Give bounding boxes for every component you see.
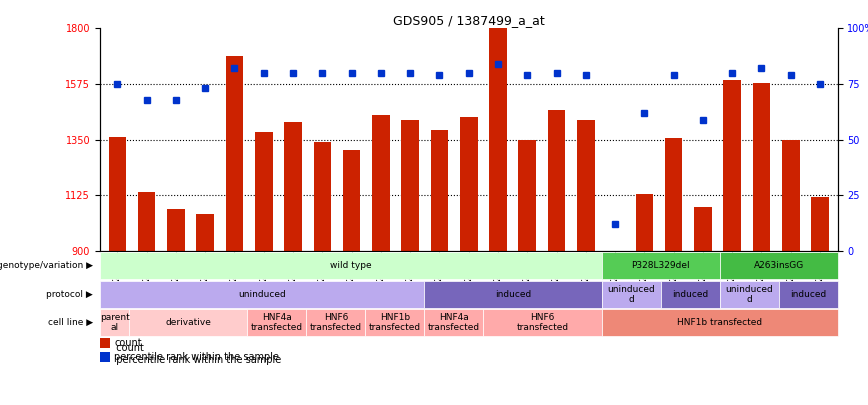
Text: HNF1b
transfected: HNF1b transfected [369,313,421,332]
Bar [720,252,838,279]
Text: HNF6
transfected: HNF6 transfected [516,313,569,332]
Bar [635,194,653,251]
Bar [483,309,602,336]
Bar [424,309,483,336]
Text: derivative: derivative [166,318,211,327]
Bar [720,281,779,308]
Bar [460,117,477,251]
Text: A263insGG: A263insGG [753,261,804,271]
Text: P328L329del: P328L329del [631,261,690,271]
Text: induced: induced [790,290,826,299]
Text: HNF4a
transfected: HNF4a transfected [428,313,480,332]
Bar [490,28,507,251]
Text: uninduced
d: uninduced d [607,285,655,304]
Bar [431,130,448,251]
Bar [723,80,741,251]
Bar [108,137,126,251]
Text: HNF1b transfected: HNF1b transfected [677,318,762,327]
Bar [779,281,838,308]
Text: parent
al: parent al [100,313,129,332]
Text: percentile rank within the sample: percentile rank within the sample [115,352,279,362]
Bar [129,309,247,336]
Bar [365,309,424,336]
Bar [100,252,602,279]
Text: protocol ▶: protocol ▶ [46,290,93,299]
Bar [665,139,682,251]
Bar [661,281,720,308]
Bar [168,209,185,251]
Bar [196,214,214,251]
Bar [602,252,720,279]
Text: HNF4a
transfected: HNF4a transfected [251,313,303,332]
Bar [694,207,712,251]
Bar [306,309,365,336]
Bar [812,197,829,251]
Bar [255,132,273,251]
Text: induced: induced [495,290,531,299]
Bar [343,149,360,251]
Text: uninduced
d: uninduced d [725,285,773,304]
Text: count: count [110,343,144,353]
Text: cell line ▶: cell line ▶ [48,318,93,327]
Bar [602,309,838,336]
Text: genotype/variation ▶: genotype/variation ▶ [0,261,93,271]
Bar [100,352,110,362]
Bar [138,192,155,251]
Text: percentile rank within the sample: percentile rank within the sample [110,356,281,365]
Bar [284,122,302,251]
Bar [602,281,661,308]
Bar [313,142,331,251]
Bar [100,281,424,308]
Text: count: count [115,338,141,348]
Bar [577,120,595,251]
Text: wild type: wild type [330,261,372,271]
Bar [372,115,390,251]
Bar [100,338,110,348]
Bar [424,281,602,308]
Text: induced: induced [672,290,708,299]
Text: HNF6
transfected: HNF6 transfected [310,313,362,332]
Bar [753,83,770,251]
Text: uninduced: uninduced [238,290,286,299]
Bar [782,140,799,251]
Bar [247,309,306,336]
Bar [401,120,419,251]
Bar [100,309,129,336]
Title: GDS905 / 1387499_a_at: GDS905 / 1387499_a_at [393,14,544,27]
Bar [548,110,565,251]
Bar [518,140,536,251]
Bar [226,55,243,251]
Bar [607,251,624,254]
